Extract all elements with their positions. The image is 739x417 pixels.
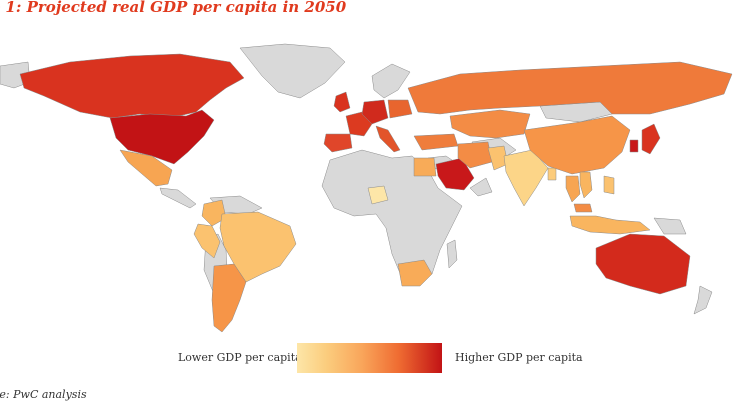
madagascar bbox=[446, 239, 458, 269]
country-kazakhstan bbox=[449, 109, 531, 139]
legend-high-label: Higher GDP per capita bbox=[455, 351, 583, 364]
country-vietnam bbox=[579, 171, 593, 199]
country-malaysia bbox=[573, 203, 593, 213]
legend-low-label: Lower GDP per capita bbox=[178, 351, 302, 364]
country-iran bbox=[457, 141, 493, 169]
country-south-korea bbox=[629, 139, 639, 153]
papua-new-guinea bbox=[653, 217, 687, 235]
map-title: ap 1: Projected real GDP per capita in 2… bbox=[0, 0, 347, 16]
country-uk bbox=[333, 91, 351, 113]
country-philippines bbox=[603, 175, 615, 195]
country-russia bbox=[407, 61, 733, 115]
country-canada bbox=[19, 53, 245, 119]
country-peru bbox=[193, 223, 221, 259]
country-argentina bbox=[211, 263, 247, 333]
scandinavia bbox=[371, 63, 411, 99]
country-mexico bbox=[119, 149, 173, 187]
new-zealand bbox=[693, 285, 713, 315]
country-turkey bbox=[413, 133, 459, 151]
source-note: rce: PwC analysis bbox=[0, 388, 87, 401]
country-egypt bbox=[413, 157, 437, 177]
greenland bbox=[239, 43, 346, 99]
country-usa bbox=[109, 109, 215, 165]
country-japan bbox=[641, 123, 661, 155]
country-bangladesh bbox=[547, 167, 557, 181]
country-south-africa bbox=[397, 259, 433, 287]
country-spain bbox=[323, 133, 353, 153]
country-germany bbox=[361, 99, 389, 125]
legend-gradient-bar bbox=[297, 343, 442, 373]
central-america bbox=[159, 187, 197, 209]
country-thailand bbox=[565, 175, 581, 203]
country-australia bbox=[595, 233, 691, 295]
country-colombia bbox=[201, 199, 227, 227]
country-indonesia bbox=[569, 215, 651, 235]
country-nigeria bbox=[367, 185, 389, 205]
country-poland bbox=[387, 99, 413, 119]
world-map bbox=[0, 43, 733, 333]
country-france bbox=[345, 111, 373, 137]
country-china bbox=[523, 115, 631, 175]
country-brazil bbox=[219, 211, 297, 283]
country-italy bbox=[375, 125, 401, 153]
